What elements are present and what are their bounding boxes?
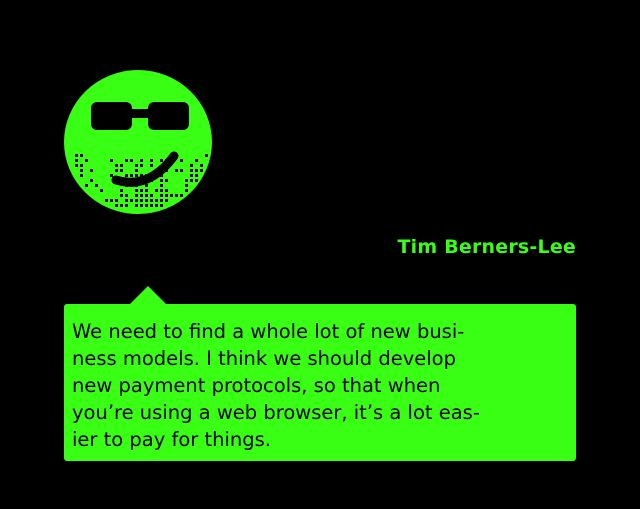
quote-line: ness models. I think we should develop: [72, 347, 456, 370]
quote-line: you’re using a web browser, it’s a lot e…: [72, 401, 480, 424]
smiley-face-with-sunglasses-icon: [64, 70, 212, 214]
author-name: Tim Berners-Lee: [397, 236, 576, 258]
speech-bubble-tail: [129, 286, 167, 305]
quote-line: We need to find a whole lot of new busi-: [72, 320, 465, 343]
quote-line: ier to pay for things.: [72, 428, 271, 451]
quote-speech-bubble: We need to find a whole lot of new busi-…: [64, 304, 576, 461]
quote-line: new payment protocols, so that when: [72, 374, 441, 397]
avatar: [64, 70, 212, 214]
